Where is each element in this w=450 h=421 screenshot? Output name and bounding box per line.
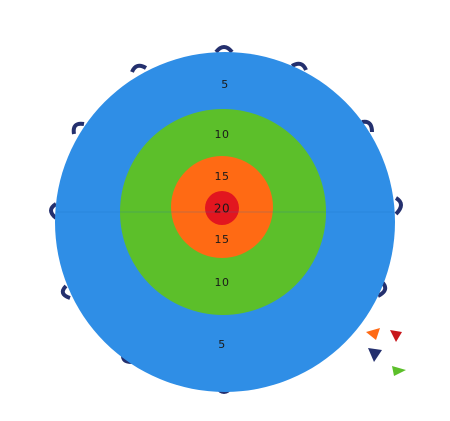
beanbag	[366, 328, 380, 340]
score-label: 10	[215, 276, 230, 289]
beanbag	[368, 348, 382, 362]
handle	[290, 61, 308, 71]
handle	[214, 45, 234, 54]
bullseye	[205, 191, 239, 225]
score-label: 15	[215, 233, 230, 246]
handle	[71, 121, 85, 135]
beanbags	[366, 328, 406, 376]
handle	[60, 284, 71, 300]
handle	[361, 119, 374, 133]
handle	[130, 63, 148, 73]
handle	[49, 202, 58, 220]
beanbag	[390, 330, 402, 342]
beanbag	[392, 366, 406, 376]
score-label: 5	[221, 78, 229, 91]
handle	[394, 196, 403, 216]
score-label: 15	[215, 170, 230, 183]
score-label: 10	[215, 128, 230, 141]
score-label: 5	[218, 338, 226, 351]
score-label: 20	[214, 202, 230, 216]
